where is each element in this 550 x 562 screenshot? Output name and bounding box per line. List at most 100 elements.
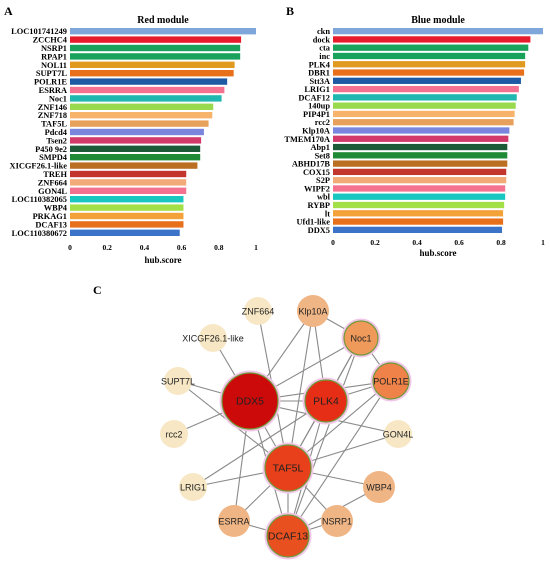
x-tick-label: 0.8 (496, 238, 506, 247)
x-tick-label: 0.4 (412, 238, 422, 247)
panel-a-gene-labels: LOC101741249ZCCHC4NSRP1RPAP1NOL11SUPT7LP… (10, 27, 68, 238)
node-label: TAF5L (273, 462, 304, 474)
gene-label: NOL11 (41, 61, 67, 70)
panel-a-bars (70, 28, 256, 236)
gene-label: Tsen2 (46, 136, 67, 145)
node-dcaf13: DCAF13 (264, 512, 312, 560)
node-label: ZNF664 (242, 306, 275, 316)
panel-b-x-axis-label: hub.score (419, 248, 456, 258)
edge-dcaf13-noc1 (287, 337, 362, 537)
gene-label: SMPD4 (39, 153, 68, 162)
gene-label: COX15 (303, 168, 330, 177)
gene-label: ABHD17B (292, 160, 331, 169)
gene-label: DCAF12 (298, 93, 330, 102)
panel-b-letter: B (286, 4, 294, 18)
bar-cta (333, 44, 529, 51)
bar-wbp4 (70, 204, 184, 211)
x-tick-label: 0 (331, 238, 335, 247)
node-label: Noc1 (350, 333, 371, 343)
node-circle (218, 505, 250, 537)
panel-c-letter: C (93, 283, 102, 297)
node-circle (321, 505, 353, 537)
gene-label: LOC110382065 (12, 195, 67, 204)
gene-label: RPAP1 (41, 52, 67, 61)
gene-label: WIPF2 (304, 184, 330, 193)
node-polr1e: POLR1E (370, 360, 412, 402)
bar-140up (333, 102, 516, 109)
gene-label: ZNF718 (38, 111, 67, 120)
bar-rybp (333, 201, 505, 209)
node-rcc2: rcc2 (160, 420, 188, 448)
bar-znf146 (70, 103, 214, 110)
node-circle (244, 297, 272, 325)
node-circle (304, 379, 348, 423)
panel-a-x-ticks: 0 0.2 0.4 0.6 0.8 1 (68, 243, 258, 252)
bar-cox15 (333, 168, 507, 176)
panel-b-bar-chart: B Blue module ckndockctaincPLK4DBR1Stt3A… (284, 4, 545, 258)
panel-b-bars (333, 27, 543, 233)
x-tick-label: 0 (68, 243, 72, 252)
node-gon4l: GON4L (383, 420, 414, 448)
node-label: DCAF13 (268, 530, 308, 542)
node-label: GON4L (383, 429, 414, 439)
bar-tsen2 (70, 137, 202, 144)
bar-gon4l (70, 187, 187, 194)
node-circle (264, 444, 312, 492)
bar-dcaf12 (333, 94, 517, 101)
gene-label: inc (319, 52, 330, 61)
x-tick-label: 1 (541, 238, 545, 247)
node-nsrp1: NSRP1 (321, 505, 353, 537)
bar-zcchc4 (70, 36, 242, 43)
gene-label: dock (313, 35, 331, 44)
gene-label: XICGF26.1-like (10, 162, 68, 171)
panel-b-title: Blue module (411, 15, 465, 26)
node-lrig1: LRIG1 (179, 473, 207, 501)
bar-dcaf13 (70, 221, 184, 228)
node-circle (221, 372, 279, 430)
bar-smpd4 (70, 154, 201, 161)
bar-nol11 (70, 61, 235, 68)
bar-set8 (333, 152, 508, 159)
bar-noc1 (70, 95, 222, 102)
x-tick-label: 1 (254, 243, 258, 252)
bar-tmem170a (333, 135, 509, 142)
bar-esrra (70, 86, 225, 94)
edge-plk4-lrig1 (192, 400, 327, 488)
gene-label: Set8 (315, 151, 330, 160)
gene-label: ZNF146 (38, 103, 67, 112)
panel-b-gene-labels: ckndockctaincPLK4DBR1Stt3ALRIG1DCAF12140… (284, 27, 330, 235)
node-esrra: ESRRA (218, 505, 250, 537)
bar-lrig1 (333, 85, 519, 93)
node-wbp4: WBP4 (363, 471, 395, 503)
gene-label: LOC110380672 (12, 229, 67, 238)
bar-stt3a (333, 77, 521, 84)
bar-znf718 (70, 112, 213, 119)
node-label: POLR1E (373, 376, 409, 386)
x-tick-label: 0.8 (214, 243, 224, 252)
bar-pdcd4 (70, 128, 204, 136)
panel-a-x-axis-label: hub.score (144, 255, 181, 265)
node-circle (179, 473, 207, 501)
gene-label: Klp10A (302, 127, 330, 136)
gene-label: LOC101741249 (11, 27, 67, 36)
gene-label: ZCCHC4 (33, 36, 68, 45)
node-taf5l: TAF5L (262, 442, 314, 494)
network-nodes: ZNF664 Klp10A Noc1 XICGF26.1-like SUPT7L DDX5… (160, 295, 413, 560)
node-circle (384, 420, 412, 448)
edge-taf5l-klp10a (287, 310, 314, 469)
bar-rpap1 (70, 53, 241, 60)
node-circle (297, 295, 329, 327)
gene-label: ckn (317, 27, 330, 36)
bar-supt7l (70, 70, 234, 77)
bar-ufd1-like (333, 218, 504, 225)
node-label: Klp10A (298, 306, 327, 316)
node-label: WBP4 (366, 482, 392, 492)
node-label: ESRRA (218, 516, 249, 526)
gene-label: NSRP1 (41, 44, 67, 53)
gene-label: Pdcd4 (45, 128, 68, 137)
bar-taf5l (70, 120, 209, 127)
x-tick-label: 0.2 (103, 243, 113, 252)
bar-ckn (333, 27, 543, 35)
bar-ddx5 (333, 226, 503, 233)
